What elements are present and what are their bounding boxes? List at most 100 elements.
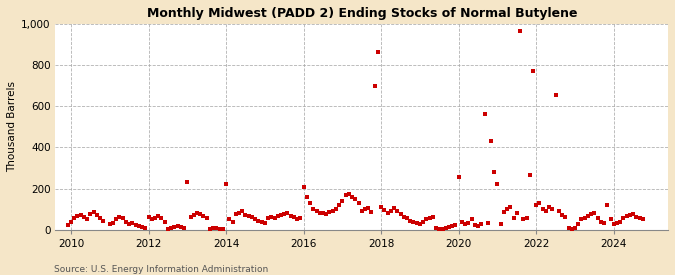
Point [579,216,590,221]
Point [208,226,219,230]
Point [166,226,177,230]
Point [179,226,190,230]
Point [373,50,383,54]
Point [395,212,406,216]
Point [327,209,338,213]
Point [159,219,170,224]
Point [98,218,109,223]
Point [324,210,335,214]
Point [560,215,570,220]
Point [214,227,225,231]
Point [405,218,416,223]
Point [240,213,251,218]
Point [188,213,199,218]
Point [524,173,535,177]
Point [447,224,458,228]
Point [454,175,464,180]
Point [495,221,506,226]
Point [286,214,296,219]
Point [150,216,161,221]
Point [192,211,202,216]
Point [292,217,302,222]
Point [259,220,270,225]
Point [460,221,470,226]
Point [472,224,483,228]
Point [78,215,89,220]
Point [246,215,257,220]
Point [456,219,467,224]
Point [105,221,115,226]
Point [234,211,244,216]
Point [631,215,642,220]
Point [489,170,500,174]
Point [576,217,587,222]
Point [376,205,387,209]
Point [153,214,163,219]
Point [499,210,510,214]
Point [256,219,267,224]
Point [298,184,309,189]
Point [163,227,173,231]
Point [253,218,264,223]
Point [547,207,558,211]
Point [176,224,186,229]
Point [263,216,273,221]
Point [463,220,474,225]
Point [185,215,196,220]
Point [414,221,425,226]
Point [534,201,545,205]
Point [91,213,102,218]
Point [557,213,568,218]
Point [266,215,277,220]
Point [418,219,429,224]
Point [315,211,325,216]
Point [88,210,99,214]
Point [434,227,445,231]
Point [95,216,105,221]
Point [531,203,541,207]
Point [347,195,358,199]
Point [230,212,241,216]
Point [514,29,525,33]
Point [450,222,461,227]
Point [389,206,400,210]
Point [337,199,348,203]
Point [72,214,83,219]
Point [221,182,232,187]
Point [599,220,610,225]
Point [618,216,629,221]
Point [243,214,254,219]
Point [570,226,580,230]
Point [311,209,322,213]
Point [250,217,261,222]
Point [483,220,493,225]
Point [605,217,616,222]
Point [612,220,622,225]
Point [65,219,76,224]
Point [628,212,639,216]
Point [350,197,360,201]
Point [76,213,86,218]
Point [140,226,151,230]
Point [624,213,635,218]
Point [369,83,380,88]
Point [353,201,364,205]
Point [573,221,584,226]
Point [528,69,539,73]
Point [408,219,419,224]
Point [621,214,632,219]
Point [583,214,593,219]
Point [356,209,367,213]
Point [466,217,477,222]
Point [589,211,600,216]
Point [379,208,389,212]
Point [318,211,329,216]
Point [385,209,396,213]
Point [443,224,454,229]
Point [127,220,138,225]
Point [288,215,299,220]
Point [333,203,344,207]
Point [224,217,235,222]
Point [518,217,529,222]
Point [485,139,496,144]
